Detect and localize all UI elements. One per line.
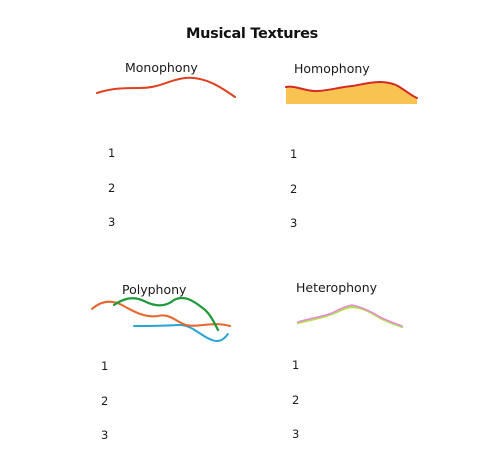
polyphony-number-3: 3 <box>101 428 109 442</box>
polyphony-green-line <box>112 296 220 332</box>
homophony-chord-fill <box>286 81 417 104</box>
polyphony-label: Polyphony <box>122 282 187 297</box>
monophony-number-1: 1 <box>108 146 116 160</box>
heterophony-pink-line <box>297 304 403 327</box>
heterophony-label: Heterophony <box>296 280 378 295</box>
monophony-number-2: 2 <box>108 181 116 195</box>
polyphony-orange-line <box>91 300 231 327</box>
homophony-label: Homophony <box>294 61 370 76</box>
homophony-number-1: 1 <box>290 147 298 161</box>
heterophony-number-3: 3 <box>292 427 300 441</box>
polyphony-number-2: 2 <box>101 394 109 408</box>
heterophony-lime-line <box>296 305 404 329</box>
polyphony-number-1: 1 <box>101 359 109 373</box>
homophony-number-3: 3 <box>290 216 298 230</box>
heterophony-number-2: 2 <box>292 393 300 407</box>
monophony-label: Monophony <box>125 60 198 75</box>
monophony-number-3: 3 <box>108 215 116 229</box>
polyphony-blue-line <box>133 323 229 343</box>
diagram-title: Musical Textures <box>186 26 318 42</box>
monophony-melody-line <box>96 76 236 98</box>
homophony-number-2: 2 <box>290 182 298 196</box>
homophony-melody-line <box>285 80 418 99</box>
heterophony-number-1: 1 <box>292 358 300 372</box>
